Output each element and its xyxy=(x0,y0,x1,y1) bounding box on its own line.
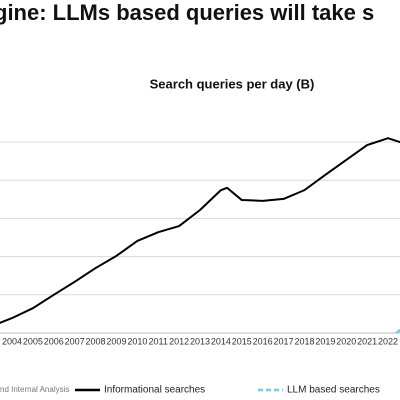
source-note: nd Internal Analysis xyxy=(0,385,69,394)
x-tick-label: 2021 xyxy=(357,336,377,346)
x-tick-label: 2018 xyxy=(294,336,314,346)
x-tick-label: 2017 xyxy=(274,336,294,346)
x-tick-label: 2013 xyxy=(190,336,210,346)
x-tick-label: 2011 xyxy=(149,336,168,346)
x-tick-label: 2006 xyxy=(44,336,64,346)
x-tick-label: 2022 xyxy=(378,336,398,346)
x-tick-label: 2010 xyxy=(127,336,147,346)
x-tick-label: 2020 xyxy=(336,336,356,346)
x-tick-label: 2009 xyxy=(106,336,126,346)
x-tick-label: 2012 xyxy=(169,336,189,346)
x-tick-label: 2019 xyxy=(315,336,335,346)
legend-label: Informational searches xyxy=(104,385,205,396)
chart-title: gine: LLMs based queries will take s xyxy=(0,0,374,25)
series-line xyxy=(0,137,400,324)
chart-subtitle: Search queries per day (B) xyxy=(150,76,315,91)
x-tick-label: 2004 xyxy=(2,336,22,346)
legend-label: LLM based searches xyxy=(287,385,380,396)
x-tick-label: 2005 xyxy=(23,336,43,346)
x-tick-label: 2016 xyxy=(253,336,273,346)
x-tick-label: 2014 xyxy=(211,336,231,346)
series-line xyxy=(395,328,400,334)
x-tick-label: 2007 xyxy=(65,336,85,346)
x-tick-label: 2008 xyxy=(86,336,106,346)
x-tick-label: 2015 xyxy=(232,336,252,346)
